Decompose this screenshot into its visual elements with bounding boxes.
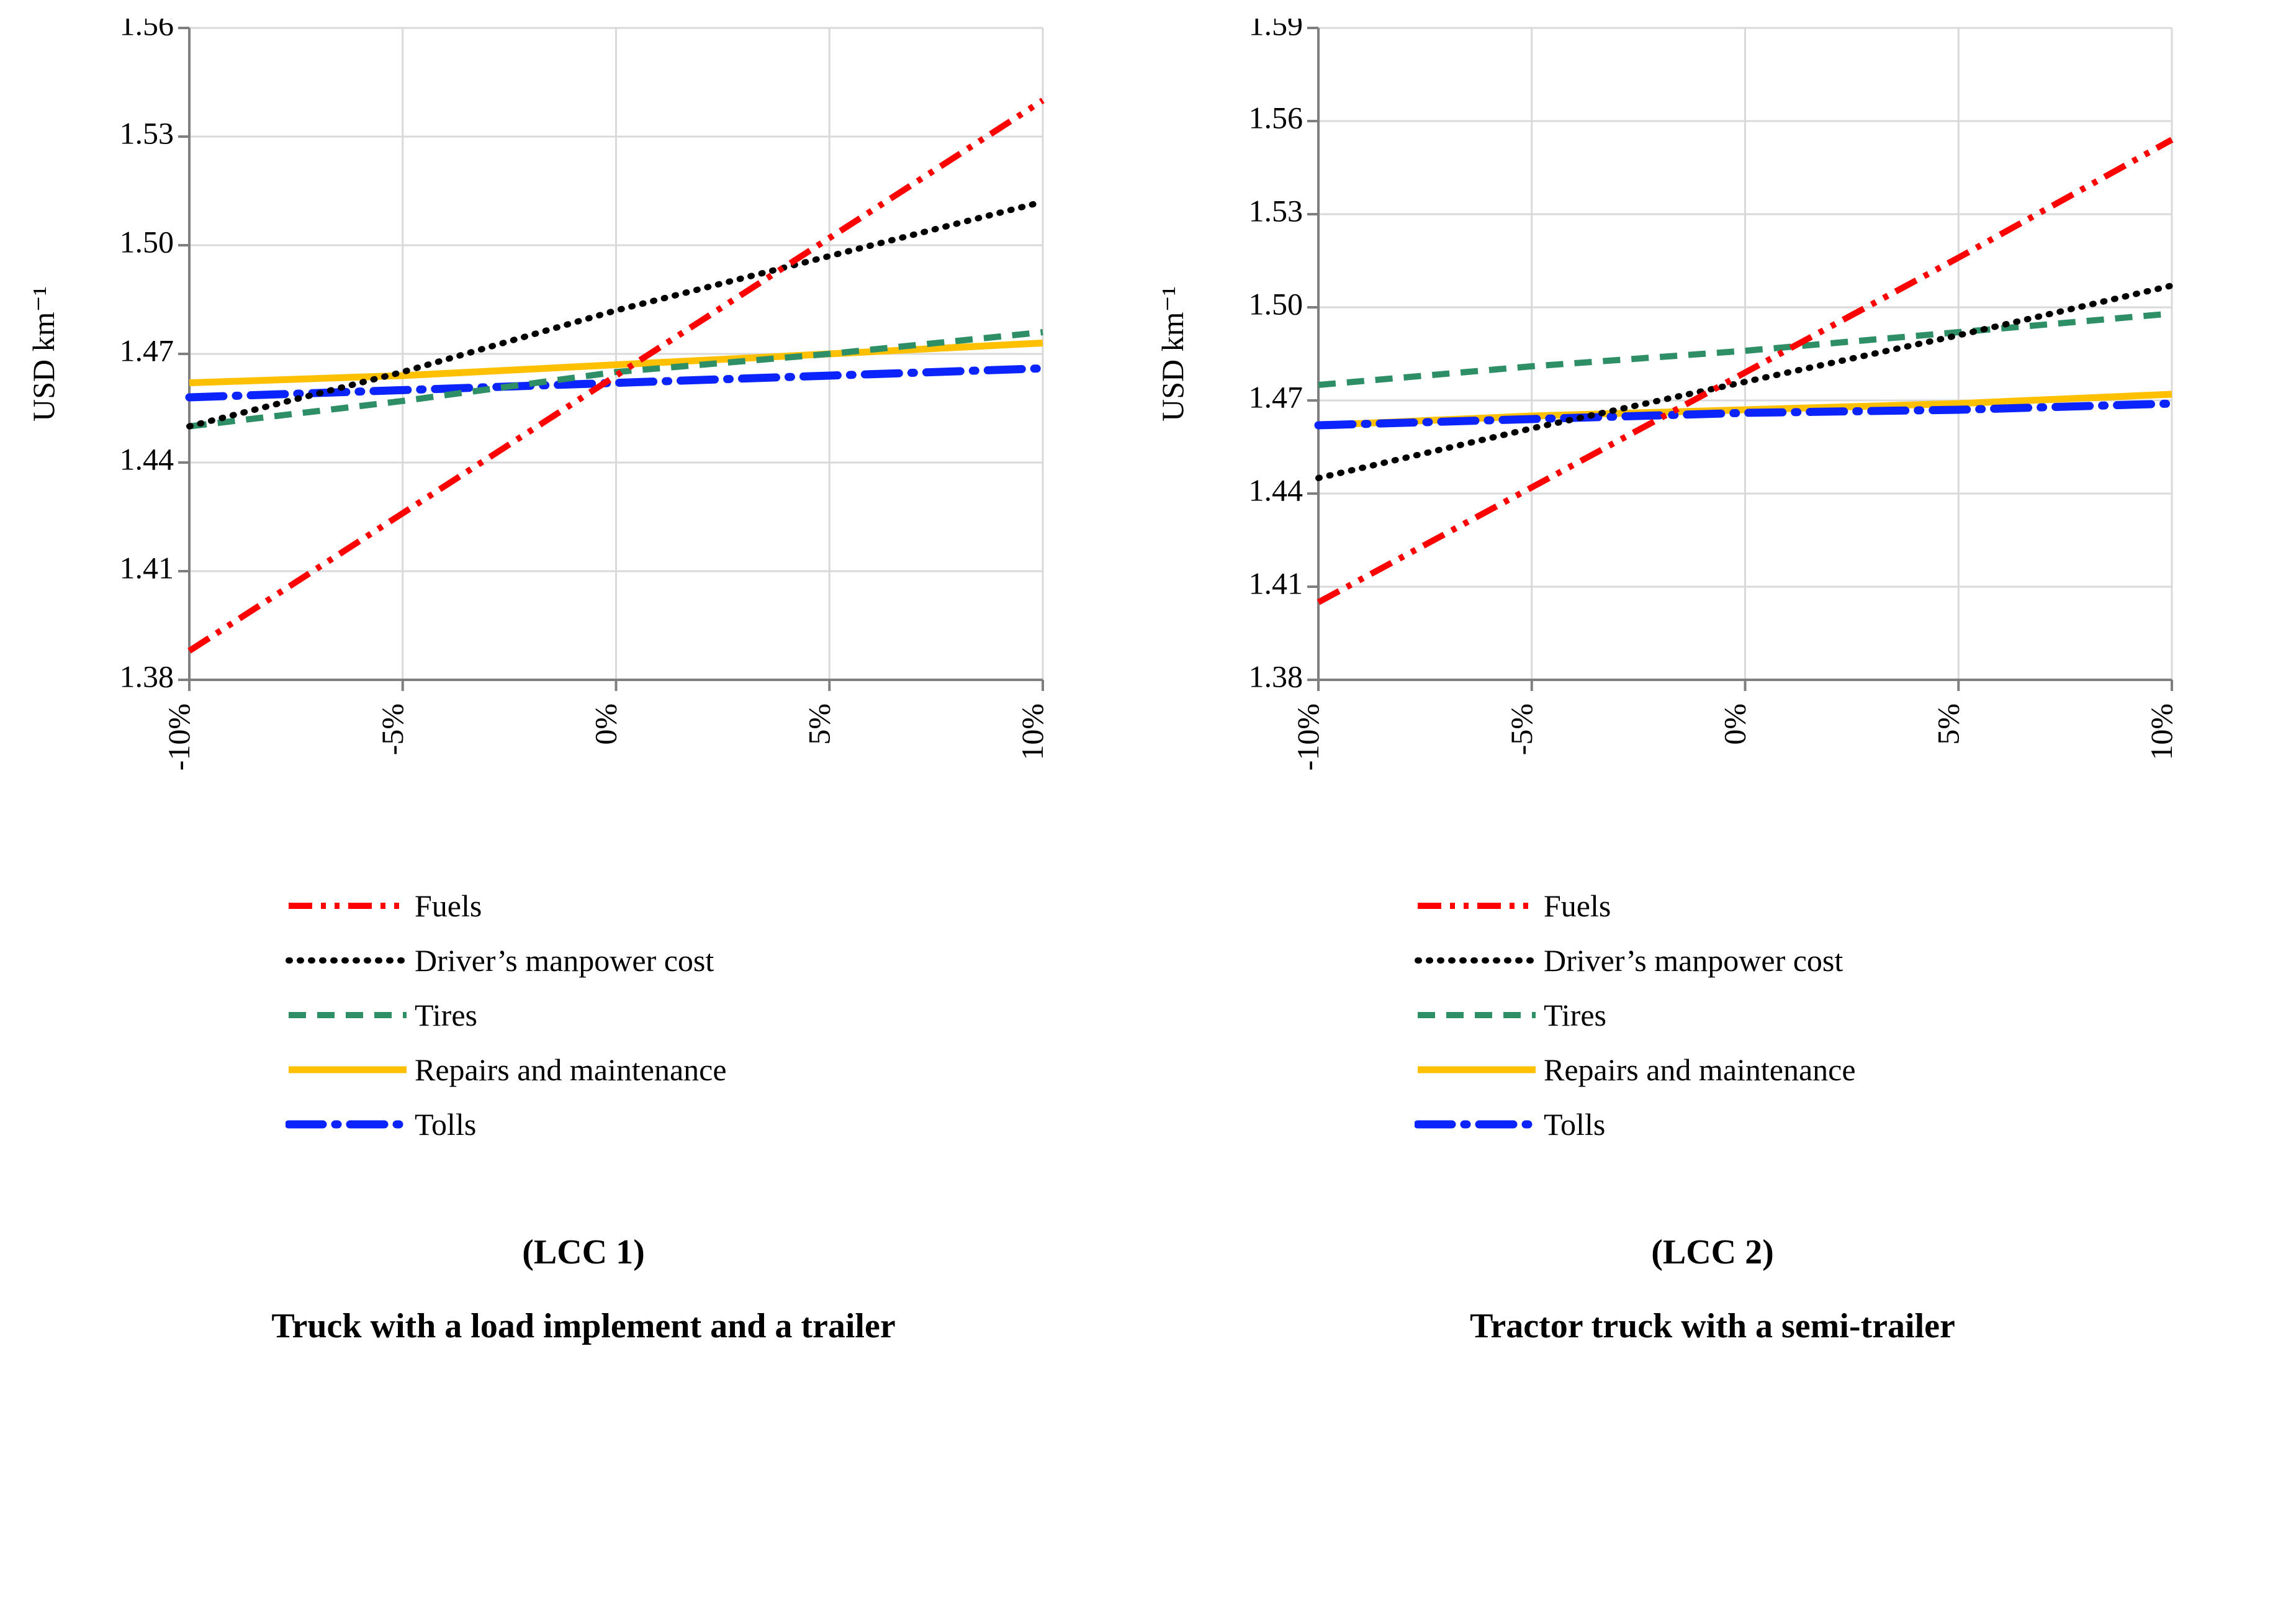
svg-text:1.53: 1.53 — [1249, 193, 1303, 228]
panel-lcc2: 1.38 1.41 1.44 1.47 1.50 1.53 1.56 1.59 -10% -5% 0… — [1179, 19, 2246, 1583]
legend-swatch-tolls — [1415, 1103, 1539, 1146]
legend-label-tolls: Tolls — [1544, 1106, 1605, 1142]
caption-short-lcc2: (LCC 2) — [1651, 1232, 1774, 1272]
legend-item-fuels: Fuels — [286, 879, 727, 933]
svg-text:1.53: 1.53 — [120, 115, 174, 150]
svg-text:1.50: 1.50 — [1249, 286, 1303, 321]
svg-text:1.50: 1.50 — [120, 224, 174, 259]
svg-text:1.47: 1.47 — [120, 333, 174, 368]
legend-label-manpower: Driver’s manpower cost — [1544, 942, 1843, 978]
svg-text:10%: 10% — [1015, 703, 1050, 761]
svg-text:-5%: -5% — [375, 703, 410, 755]
legend-label-fuels: Fuels — [415, 888, 482, 924]
svg-text:1.44: 1.44 — [1249, 472, 1303, 507]
legend-swatch-fuels — [286, 884, 410, 928]
legend-swatch-manpower — [286, 939, 410, 982]
legend-item-tires: Tires — [1415, 988, 1856, 1042]
legend-swatch-tolls — [286, 1103, 410, 1146]
svg-text:1.59: 1.59 — [1249, 19, 1303, 42]
legend-item-fuels: Fuels — [1415, 879, 1856, 933]
caption-long-lcc1: Truck with a load implement and a traile… — [271, 1306, 895, 1346]
legend-label-tires: Tires — [1544, 997, 1606, 1033]
legend-item-manpower: Driver’s manpower cost — [1415, 933, 1856, 988]
legend-label-manpower: Driver’s manpower cost — [415, 942, 714, 978]
svg-text:-10%: -10% — [1290, 703, 1325, 770]
panel-lcc1: 1.38 1.41 1.44 1.47 1.50 1.53 1.56 -10% -5% 0% 5% 1… — [50, 19, 1117, 1583]
svg-text:10%: 10% — [2144, 703, 2179, 761]
caption-short-lcc1: (LCC 1) — [522, 1232, 645, 1272]
legend-swatch-tires — [1415, 993, 1539, 1037]
svg-text:1.47: 1.47 — [1249, 379, 1303, 414]
svg-text:1.56: 1.56 — [120, 19, 174, 42]
legend-lcc1: Fuels Driver’s manpower cost Tires Repairs … — [286, 879, 727, 1152]
svg-text:5%: 5% — [1930, 703, 1965, 745]
legend-swatch-tires — [286, 993, 410, 1037]
svg-text:5%: 5% — [801, 703, 836, 745]
chart-lcc2: 1.38 1.41 1.44 1.47 1.50 1.53 1.56 1.59 -10% -5% 0… — [1179, 19, 2246, 798]
legend-lcc2: Fuels Driver’s manpower cost Tires Repairs … — [1415, 879, 1856, 1152]
ylabel-lcc1: USD km⁻¹ — [25, 286, 61, 422]
legend-label-tires: Tires — [415, 997, 477, 1033]
svg-text:1.44: 1.44 — [120, 441, 174, 476]
legend-label-repairs: Repairs and maintenance — [415, 1052, 727, 1088]
legend-item-repairs: Repairs and maintenance — [1415, 1042, 1856, 1097]
figure-root: 1.381.411.441.471.501.531.56-10%-5%0%5%1… — [0, 0, 2296, 1608]
legend-item-tires: Tires — [286, 988, 727, 1042]
svg-text:1.38: 1.38 — [120, 659, 174, 693]
legend-swatch-repairs — [286, 1048, 410, 1091]
caption-long-lcc2: Tractor truck with a semi-trailer — [1470, 1306, 1955, 1346]
svg-text:1.41: 1.41 — [120, 550, 174, 585]
legend-swatch-manpower — [1415, 939, 1539, 982]
legend-item-manpower: Driver’s manpower cost — [286, 933, 727, 988]
legend-label-repairs: Repairs and maintenance — [1544, 1052, 1856, 1088]
svg-text:0%: 0% — [588, 703, 623, 745]
legend-item-tolls: Tolls — [286, 1097, 727, 1152]
chart-lcc1: 1.38 1.41 1.44 1.47 1.50 1.53 1.56 -10% -5% 0% 5% 1… — [50, 19, 1117, 798]
legend-label-fuels: Fuels — [1544, 888, 1611, 924]
legend-label-tolls: Tolls — [415, 1106, 476, 1142]
svg-text:1.56: 1.56 — [1249, 100, 1303, 135]
svg-text:-10%: -10% — [161, 703, 196, 770]
legend-swatch-fuels — [1415, 884, 1539, 928]
svg-text:1.38: 1.38 — [1249, 659, 1303, 693]
svg-text:1.41: 1.41 — [1249, 566, 1303, 600]
svg-text:-5%: -5% — [1504, 703, 1539, 755]
legend-item-tolls: Tolls — [1415, 1097, 1856, 1152]
svg-text:0%: 0% — [1717, 703, 1752, 745]
legend-item-repairs: Repairs and maintenance — [286, 1042, 727, 1097]
ylabel-lcc2: USD km⁻¹ — [1155, 286, 1191, 422]
legend-swatch-repairs — [1415, 1048, 1539, 1091]
